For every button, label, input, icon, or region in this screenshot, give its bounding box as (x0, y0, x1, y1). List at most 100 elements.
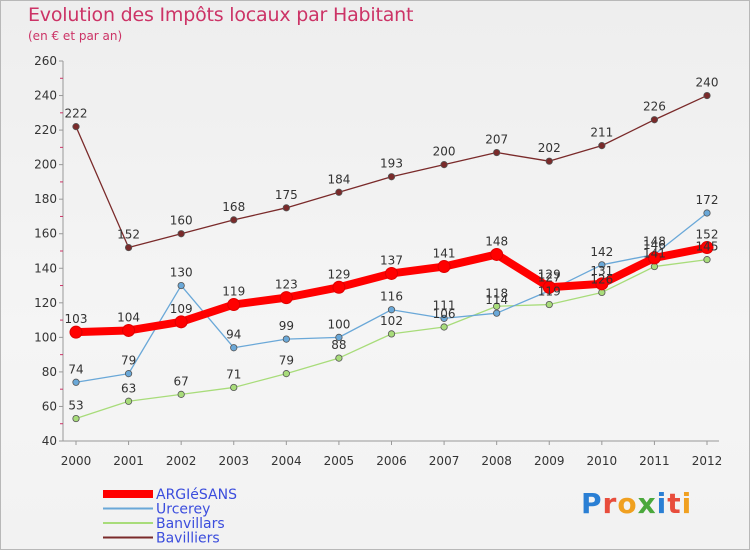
y-tick-label: 60 (42, 399, 57, 413)
data-point (703, 209, 711, 217)
data-label: 202 (538, 141, 561, 155)
data-label: 94 (226, 328, 241, 342)
data-label: 118 (485, 286, 508, 300)
chart-title: Evolution des Impôts locaux par Habitant (28, 4, 414, 26)
data-label: 240 (696, 76, 719, 90)
data-label: 100 (327, 317, 350, 331)
data-label: 148 (485, 234, 508, 248)
data-label: 74 (68, 362, 83, 376)
y-tick-label: 80 (42, 365, 57, 379)
series-bavilliers (72, 91, 711, 252)
data-point (124, 370, 133, 378)
data-label: 152 (696, 228, 719, 242)
data-label: 168 (222, 200, 245, 214)
data-point (124, 243, 133, 252)
x-tick-label: 2010 (587, 454, 618, 468)
y-tick-label: 160 (34, 227, 57, 241)
data-label: 148 (643, 234, 666, 248)
logo-letter: t (667, 487, 682, 520)
data-point (177, 230, 185, 238)
data-label: 53 (68, 399, 83, 413)
data-point (387, 306, 396, 314)
data-point (227, 298, 241, 312)
data-label: 71 (226, 367, 241, 381)
data-point (440, 161, 448, 169)
data-label: 207 (485, 133, 508, 147)
data-point (230, 216, 238, 224)
data-point (282, 204, 290, 212)
data-label: 129 (538, 267, 561, 281)
x-tick-label: 2004 (271, 454, 302, 468)
data-point (282, 370, 290, 378)
data-point (230, 344, 238, 352)
data-point (177, 281, 185, 290)
x-tick-label: 2000 (61, 454, 92, 468)
data-label: 172 (696, 193, 719, 207)
data-point (335, 188, 343, 196)
chart-subtitle: (en € et par an) (28, 29, 123, 43)
data-point (72, 378, 80, 386)
data-point (703, 91, 711, 100)
x-tick-label: 2003 (218, 454, 249, 468)
data-label: 119 (222, 285, 245, 299)
data-label: 141 (433, 247, 456, 261)
data-label: 109 (170, 302, 193, 316)
data-point (490, 247, 504, 261)
data-label: 200 (433, 145, 456, 159)
data-point (335, 354, 343, 362)
y-tick-label: 240 (34, 89, 57, 103)
data-label: 111 (433, 298, 456, 312)
data-label: 123 (275, 278, 298, 292)
y-tick-label: 220 (34, 123, 57, 137)
data-point (230, 383, 238, 392)
data-point (279, 291, 293, 305)
data-label: 79 (121, 354, 136, 368)
logo-letter: o (617, 487, 638, 520)
data-point (387, 173, 396, 181)
y-tick-label: 40 (42, 434, 57, 448)
data-label: 137 (380, 253, 403, 267)
data-label: 211 (590, 126, 613, 140)
data-label: 79 (279, 354, 294, 368)
proxiti-logo: Proxiti (581, 487, 692, 520)
data-point (703, 256, 711, 264)
y-tick-label: 200 (34, 158, 57, 172)
data-point (437, 260, 451, 274)
data-label: 106 (433, 307, 456, 321)
data-label: 160 (170, 214, 193, 228)
data-point (72, 123, 80, 131)
data-point (122, 323, 136, 337)
series-argiésans (69, 241, 714, 339)
data-label: 104 (117, 310, 140, 324)
data-label: 146 (643, 238, 666, 252)
data-label: 116 (380, 290, 403, 304)
data-point (700, 241, 714, 255)
x-tick-label: 2012 (692, 454, 723, 468)
data-label: 145 (696, 240, 719, 254)
data-label: 114 (485, 293, 508, 307)
x-tick-label: 2006 (376, 454, 407, 468)
logo-letter: i (656, 487, 668, 520)
data-point (440, 323, 448, 331)
data-point (440, 314, 448, 322)
data-point (124, 397, 133, 405)
data-label: 88 (331, 338, 346, 352)
data-point (542, 280, 556, 294)
x-tick-label: 2002 (166, 454, 197, 468)
y-tick-label: 120 (34, 296, 57, 310)
data-label: 193 (380, 157, 403, 171)
logo-letter: x (637, 487, 657, 520)
data-label: 67 (174, 374, 189, 388)
data-label: 184 (327, 172, 350, 186)
data-label: 226 (643, 100, 666, 114)
legend-label: Banvillars (156, 516, 225, 532)
data-point (72, 414, 80, 423)
data-point (493, 309, 501, 317)
x-tick-label: 2009 (534, 454, 565, 468)
data-point (598, 261, 606, 269)
data-point (335, 333, 343, 341)
data-point (282, 335, 290, 343)
data-point (493, 148, 501, 157)
